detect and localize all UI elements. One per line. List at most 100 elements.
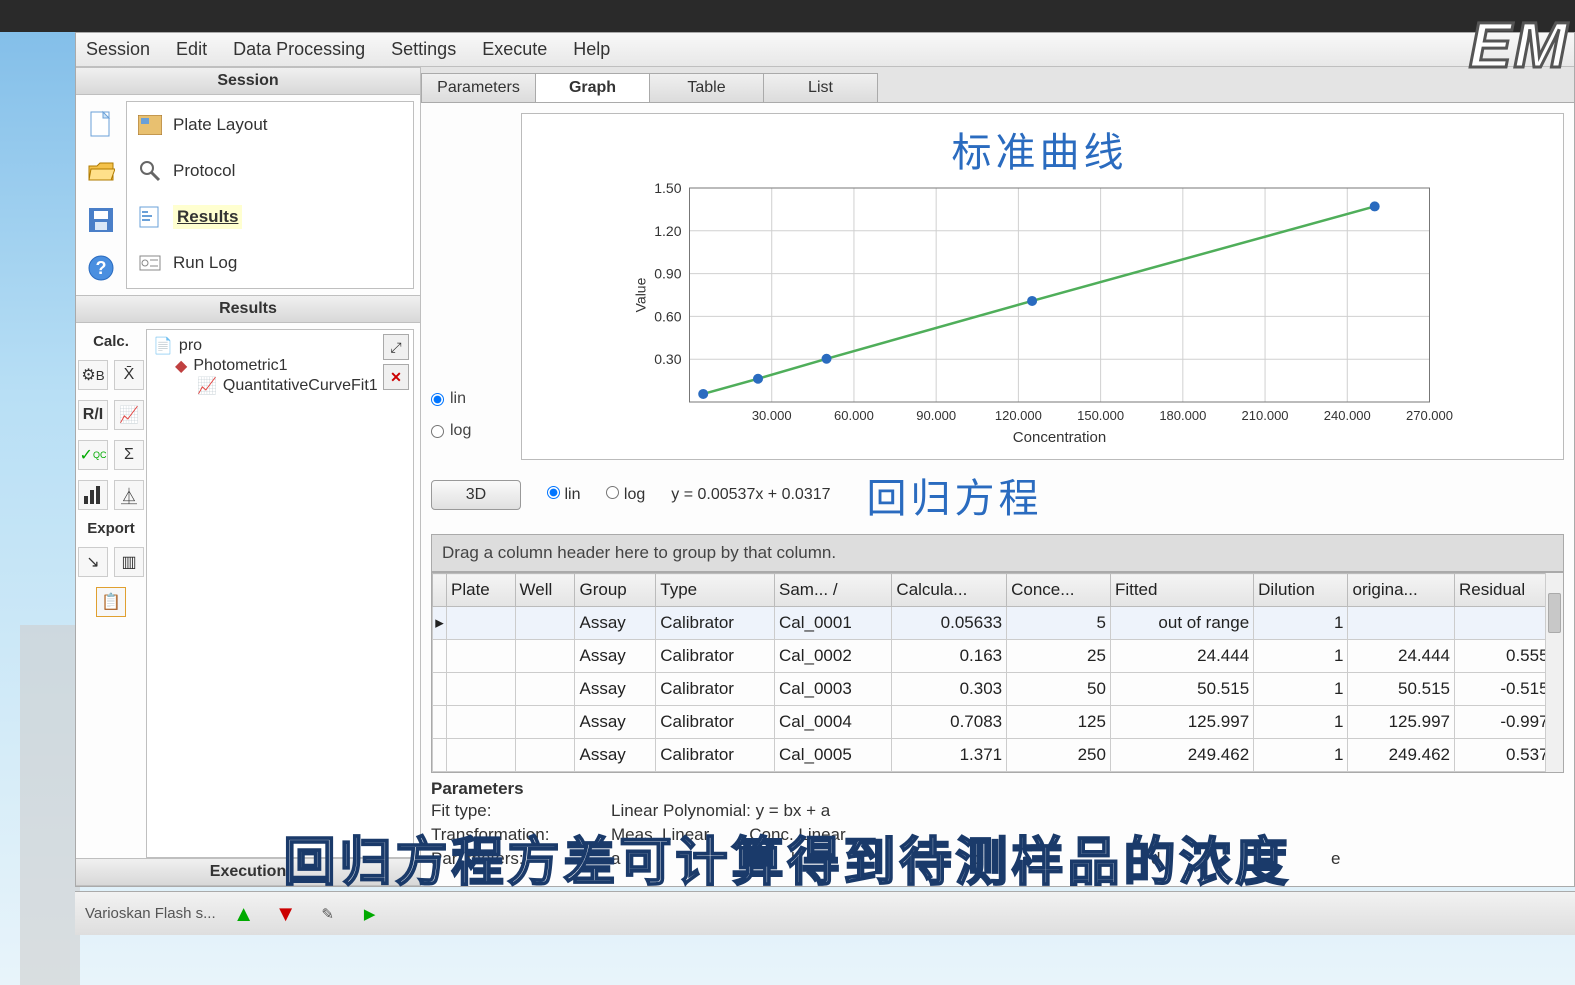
tab-table[interactable]: Table [649, 73, 764, 102]
calc-ic-4[interactable]: 📈 [114, 400, 144, 430]
table-row[interactable]: AssayCalibratorCal_00051.371250249.46212… [433, 739, 1563, 772]
table-cell[interactable]: 24.444 [1110, 640, 1253, 673]
calc-ic-6[interactable]: Σ [114, 440, 144, 470]
table-cell[interactable]: Cal_0001 [775, 607, 892, 640]
groupby-hint[interactable]: Drag a column header here to group by th… [431, 534, 1564, 572]
table-cell[interactable]: 249.462 [1110, 739, 1253, 772]
up-arrow-icon[interactable]: ▲ [230, 900, 258, 928]
grid-scrollbar[interactable] [1545, 573, 1563, 772]
table-cell[interactable] [1348, 607, 1455, 640]
menu-session[interactable]: Session [86, 39, 150, 60]
open-folder-icon[interactable] [86, 157, 116, 187]
table-cell[interactable]: 1.371 [892, 739, 1007, 772]
calc-ic-8[interactable]: ⏅ [114, 480, 144, 510]
play-icon[interactable]: ▶ [356, 900, 384, 928]
table-cell[interactable] [515, 607, 575, 640]
table-cell[interactable]: 50.515 [1110, 673, 1253, 706]
tree-tool-delete[interactable]: ✕ [383, 364, 409, 390]
tab-list[interactable]: List [763, 73, 878, 102]
tree-root[interactable]: pro [179, 337, 202, 355]
table-cell[interactable]: 125 [1007, 706, 1111, 739]
table-row[interactable]: AssayCalibratorCal_00020.1632524.444124.… [433, 640, 1563, 673]
yscale-log[interactable]: log [431, 422, 511, 440]
nav-run-log[interactable]: Run Log [127, 240, 413, 286]
table-cell[interactable]: 25 [1007, 640, 1111, 673]
table-cell[interactable]: Cal_0004 [775, 706, 892, 739]
xscale-lin[interactable]: lin [547, 486, 580, 504]
data-grid[interactable]: PlateWellGroupTypeSam... /Calcula...Conc… [432, 573, 1563, 772]
col-header[interactable]: Plate [447, 574, 516, 607]
table-cell[interactable]: 125.997 [1348, 706, 1455, 739]
wand-icon[interactable]: ✎ [314, 900, 342, 928]
yscale-lin[interactable]: lin [431, 390, 511, 408]
table-cell[interactable] [447, 607, 516, 640]
table-cell[interactable] [447, 739, 516, 772]
tree-child-1[interactable]: Photometric1 [193, 357, 287, 375]
nav-plate-layout[interactable]: Plate Layout [127, 102, 413, 148]
calc-ic-7[interactable] [78, 480, 108, 510]
col-header[interactable]: origina... [1348, 574, 1455, 607]
table-cell[interactable]: Assay [575, 706, 656, 739]
new-file-icon[interactable] [86, 109, 116, 139]
table-cell[interactable]: 1 [1254, 673, 1348, 706]
table-cell[interactable]: 1 [1254, 640, 1348, 673]
table-cell[interactable]: Cal_0003 [775, 673, 892, 706]
results-tree[interactable]: ⤢ ✕ 📄pro ◆Photometric1 📈QuantitativeCurv… [146, 329, 414, 858]
table-cell[interactable]: 0.05633 [892, 607, 1007, 640]
table-cell[interactable] [447, 706, 516, 739]
table-cell[interactable]: 1 [1254, 739, 1348, 772]
yscale-log-radio[interactable] [431, 425, 444, 438]
col-header[interactable]: Group [575, 574, 656, 607]
tree-child-2[interactable]: QuantitativeCurveFit1 [223, 377, 378, 395]
xscale-log-radio[interactable] [606, 486, 619, 499]
col-header[interactable]: Type [656, 574, 775, 607]
table-cell[interactable]: 0.7083 [892, 706, 1007, 739]
yscale-lin-radio[interactable] [431, 393, 444, 406]
nav-results[interactable]: Results [127, 194, 413, 240]
table-cell[interactable] [447, 640, 516, 673]
table-cell[interactable] [515, 673, 575, 706]
table-cell[interactable]: Assay [575, 673, 656, 706]
table-cell[interactable] [447, 673, 516, 706]
table-cell[interactable]: 0.163 [892, 640, 1007, 673]
table-cell[interactable]: 1 [1254, 607, 1348, 640]
table-cell[interactable]: Calibrator [656, 706, 775, 739]
table-cell[interactable] [515, 739, 575, 772]
calc-ic-1[interactable]: ⚙B [78, 360, 108, 390]
col-header[interactable]: Fitted [1110, 574, 1253, 607]
table-cell[interactable]: 249.462 [1348, 739, 1455, 772]
table-cell[interactable]: out of range [1110, 607, 1253, 640]
table-row[interactable]: AssayCalibratorCal_00030.3035050.515150.… [433, 673, 1563, 706]
table-row[interactable]: AssayCalibratorCal_00040.7083125 125.9971… [433, 706, 1563, 739]
table-cell[interactable]: Cal_0002 [775, 640, 892, 673]
col-header[interactable]: Conce... [1007, 574, 1111, 607]
table-cell[interactable]: Assay [575, 640, 656, 673]
tree-tool-1[interactable]: ⤢ [383, 334, 409, 360]
menu-edit[interactable]: Edit [176, 39, 207, 60]
xscale-lin-radio[interactable] [547, 486, 560, 499]
nav-protocol[interactable]: Protocol [127, 148, 413, 194]
button-3d[interactable]: 3D [431, 480, 521, 510]
table-cell[interactable] [515, 706, 575, 739]
table-cell[interactable]: 1 [1254, 706, 1348, 739]
menu-data-processing[interactable]: Data Processing [233, 39, 365, 60]
calc-ic-5[interactable]: ✓QC [78, 440, 108, 470]
menu-help[interactable]: Help [573, 39, 610, 60]
export-ic-1[interactable]: ↘ [78, 547, 108, 577]
save-icon[interactable] [86, 205, 116, 235]
help-icon[interactable]: ? [86, 253, 116, 283]
down-arrow-icon[interactable]: ▼ [272, 900, 300, 928]
table-cell[interactable]: Cal_0005 [775, 739, 892, 772]
tab-graph[interactable]: Graph [535, 73, 650, 102]
table-cell[interactable]: Calibrator [656, 607, 775, 640]
table-cell[interactable]: Calibrator [656, 640, 775, 673]
table-cell[interactable]: 24.444 [1348, 640, 1455, 673]
menu-execute[interactable]: Execute [482, 39, 547, 60]
table-cell[interactable]: 50.515 [1348, 673, 1455, 706]
table-cell[interactable]: 50 [1007, 673, 1111, 706]
col-header[interactable]: Sam... / [775, 574, 892, 607]
table-cell[interactable]: Calibrator [656, 739, 775, 772]
calc-ic-2[interactable]: X̄ [114, 360, 144, 390]
table-cell[interactable]: Assay [575, 607, 656, 640]
table-cell[interactable] [515, 640, 575, 673]
